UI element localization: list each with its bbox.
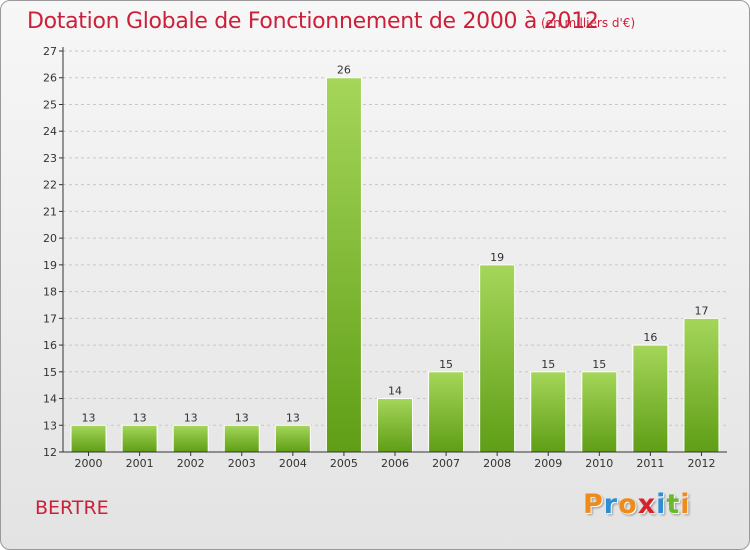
bar	[530, 371, 567, 453]
y-tick-label: 15	[43, 366, 57, 379]
x-tick-label: 2007	[432, 457, 460, 470]
bars: 13 13 13 13 13 26 14 15 19 15 15 16 17	[70, 64, 720, 453]
bar-value-label: 17	[694, 304, 708, 317]
logo-letter: x	[637, 489, 657, 520]
bar-value-label: 15	[541, 358, 555, 371]
chart-unit: (en milliers d'€)	[541, 16, 636, 30]
x-tick-label: 2009	[534, 457, 562, 470]
x-tick-label: 2000	[75, 457, 103, 470]
y-tick-label: 18	[43, 286, 57, 299]
y-tick-label: 25	[43, 98, 57, 111]
x-tick-label: 2006	[381, 457, 409, 470]
bar-value-label: 15	[592, 358, 606, 371]
bar-value-label: 26	[337, 64, 351, 77]
x-tick-label: 2008	[483, 457, 511, 470]
logo-letter: i	[656, 489, 667, 520]
bar-value-label: 13	[235, 411, 249, 424]
bar-value-label: 13	[184, 411, 198, 424]
bar	[325, 77, 362, 453]
bar	[581, 371, 618, 453]
logo-letter: t	[666, 489, 681, 520]
x-tick-label: 2001	[126, 457, 154, 470]
commune-name: BERTRE	[35, 497, 109, 519]
proxiti-logo[interactable]: Proxiti	[583, 489, 691, 520]
x-tick-label: 2003	[228, 457, 256, 470]
bar-value-label: 13	[286, 411, 300, 424]
bar-value-label: 13	[133, 411, 147, 424]
bar-value-label: 14	[388, 385, 402, 398]
bar	[683, 317, 720, 453]
y-tick-label: 22	[43, 179, 57, 192]
x-tick-label: 2011	[636, 457, 664, 470]
bar	[172, 424, 209, 453]
logo-letter: i	[680, 489, 691, 520]
bar	[479, 264, 516, 453]
y-tick-label: 23	[43, 152, 57, 165]
x-tick-label: 2010	[585, 457, 613, 470]
logo-letter: o	[618, 489, 638, 520]
y-tick-label: 24	[43, 125, 57, 138]
y-tick-label: 20	[43, 232, 57, 245]
y-tick-label: 14	[43, 393, 57, 406]
bar-value-label: 15	[439, 358, 453, 371]
bar	[70, 424, 107, 453]
bar-value-label: 16	[643, 331, 657, 344]
y-tick-label: 26	[43, 72, 57, 85]
x-tick-label: 2005	[330, 457, 358, 470]
bar	[632, 344, 669, 453]
y-tick-label: 21	[43, 205, 57, 218]
x-tick-label: 2004	[279, 457, 307, 470]
y-tick-label: 12	[43, 446, 57, 459]
y-tick-label: 16	[43, 339, 57, 352]
chart-title: Dotation Globale de Fonctionnement de 20…	[27, 9, 599, 34]
logo-letter: r	[603, 489, 619, 520]
bar	[428, 371, 465, 453]
x-tick-label: 2012	[687, 457, 715, 470]
axes: 12 13 14 15 16 17 18 19 20 21 22 23 24 25 26 27 2000 2001…	[43, 45, 727, 470]
bar	[121, 424, 158, 453]
bar	[377, 398, 413, 453]
bar-value-label: 19	[490, 251, 504, 264]
grid-lines	[63, 50, 727, 426]
bar	[274, 424, 311, 453]
bar	[223, 424, 260, 453]
y-tick-label: 27	[43, 45, 57, 58]
y-tick-label: 19	[43, 259, 57, 272]
x-tick-label: 2002	[177, 457, 205, 470]
y-tick-label: 17	[43, 312, 57, 325]
bar-value-label: 13	[82, 411, 96, 424]
logo-letter: P	[583, 489, 604, 520]
y-tick-label: 13	[43, 419, 57, 432]
